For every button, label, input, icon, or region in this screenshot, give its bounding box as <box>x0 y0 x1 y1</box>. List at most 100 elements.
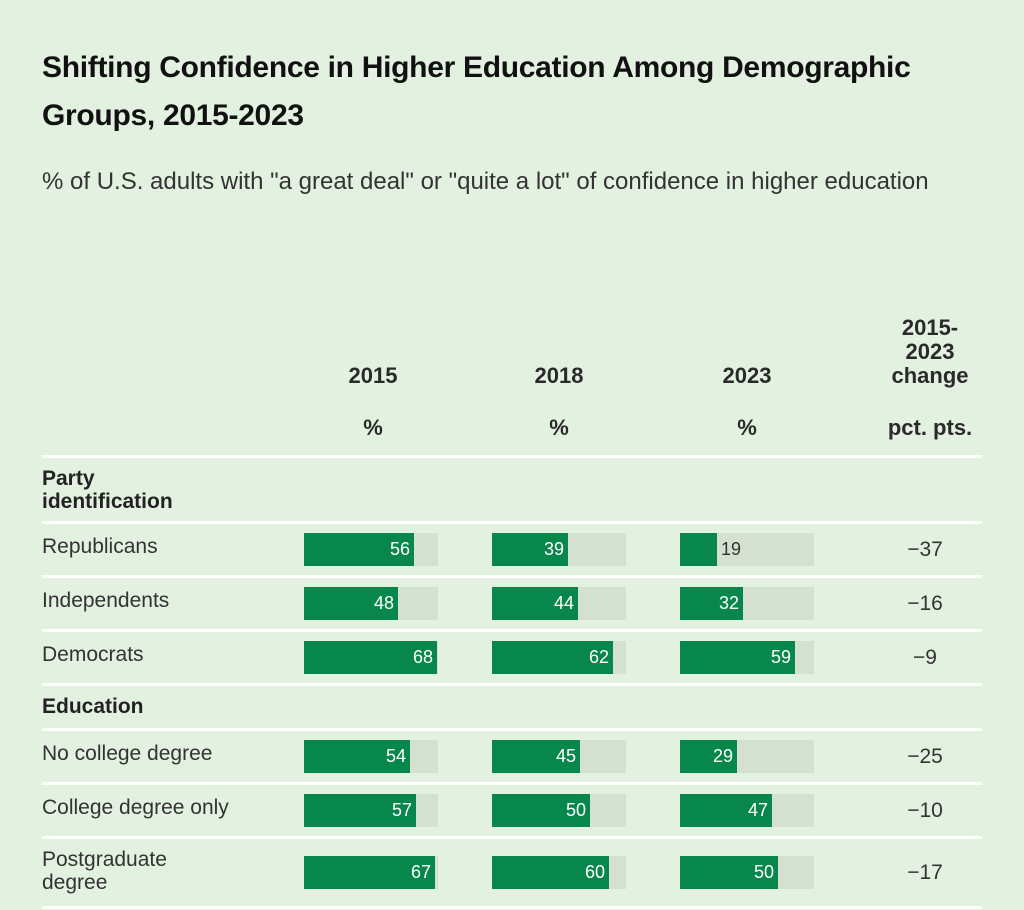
bar-track: 56 <box>304 532 438 566</box>
change-header-line: change <box>891 363 969 388</box>
bar-value-label: 19 <box>721 538 742 559</box>
bar-2015 <box>304 640 437 674</box>
bar-track: 62 <box>492 640 626 674</box>
bar-value-label: 59 <box>770 646 791 667</box>
bar-2023 <box>680 739 737 773</box>
bar-2023 <box>680 532 717 566</box>
row-label-line: degree <box>42 871 108 894</box>
row-divider <box>42 455 982 458</box>
row-divider <box>42 782 982 785</box>
row-divider <box>42 836 982 839</box>
bar-value-label: 29 <box>712 745 733 766</box>
column-header-2018: 2018 <box>534 363 584 388</box>
change-header-line: 2023 <box>905 339 955 364</box>
column-header-2023: 2023 <box>722 363 772 388</box>
row-divider <box>42 575 982 578</box>
row-divider <box>42 521 982 524</box>
change-value: −17 <box>907 860 943 884</box>
row-label: Postgraduate degree <box>42 848 167 894</box>
row-divider <box>42 683 982 686</box>
group-label-line: identification <box>42 490 173 513</box>
bar-value-label: 45 <box>555 745 576 766</box>
bar-value-label: 60 <box>584 861 605 882</box>
bar-value-label: 44 <box>553 592 574 613</box>
bar-value-label: 48 <box>373 592 394 613</box>
chart-title: Shifting Confidence in Higher Education … <box>42 51 911 132</box>
bar-value-label: 56 <box>389 538 410 559</box>
bar-value-label: 57 <box>391 799 412 820</box>
bar-2018 <box>492 793 590 827</box>
bar-2018 <box>492 739 580 773</box>
column-header-2015: 2015 <box>348 363 398 388</box>
row-label: College degree only <box>42 796 229 819</box>
bar-track: 32 <box>680 586 814 620</box>
group-label-line: Education <box>42 695 144 718</box>
bar-track: 50 <box>680 855 814 889</box>
row-label-line: Postgraduate <box>42 848 167 871</box>
column-header-change: 2015- 2023 change <box>860 316 1000 388</box>
bar-value-label: 67 <box>410 861 431 882</box>
bar-2018 <box>492 532 568 566</box>
bar-track: 45 <box>492 739 626 773</box>
bar-2018 <box>492 640 613 674</box>
bar-value-label: 68 <box>412 646 433 667</box>
bar-track: 59 <box>680 640 814 674</box>
row-label: Independents <box>42 589 169 612</box>
bar-2015 <box>304 586 398 620</box>
bar-2023 <box>680 640 795 674</box>
change-value: −25 <box>907 744 943 768</box>
group-label: Education <box>42 695 144 718</box>
column-unit-2023: % <box>737 415 757 440</box>
row-label-line: Republicans <box>42 535 158 558</box>
change-header-line: 2015- <box>901 315 959 340</box>
bar-2023 <box>680 855 778 889</box>
bar-track: 47 <box>680 793 814 827</box>
bar-2018 <box>492 586 578 620</box>
row-label-line: College degree only <box>42 796 229 819</box>
bar-track: 54 <box>304 739 438 773</box>
bar-2015 <box>304 793 416 827</box>
row-label-line: Democrats <box>42 643 144 666</box>
bar-2015 <box>304 855 435 889</box>
bar-track: 57 <box>304 793 438 827</box>
column-unit-change: pct. pts. <box>887 415 973 440</box>
row-label: Republicans <box>42 535 158 558</box>
bar-track: 19 <box>680 532 814 566</box>
row-divider <box>42 629 982 632</box>
bar-track: 68 <box>304 640 438 674</box>
bar-track: 39 <box>492 532 626 566</box>
change-value: −10 <box>907 798 943 822</box>
row-label: Democrats <box>42 643 144 666</box>
change-value: −9 <box>913 645 937 669</box>
bar-value-label: 62 <box>588 646 609 667</box>
chart-subtitle: % of U.S. adults with "a great deal" or … <box>42 168 929 195</box>
bar-value-label: 50 <box>753 861 774 882</box>
bar-2015 <box>304 532 414 566</box>
row-divider <box>42 728 982 731</box>
bar-track: 29 <box>680 739 814 773</box>
change-value: −37 <box>907 537 943 561</box>
bar-2023 <box>680 793 772 827</box>
bar-value-label: 50 <box>565 799 586 820</box>
bar-value-label: 39 <box>543 538 564 559</box>
row-divider <box>42 906 982 909</box>
row-label-line: Independents <box>42 589 170 612</box>
bar-track: 67 <box>304 855 438 889</box>
bar-track: 44 <box>492 586 626 620</box>
bar-value-label: 47 <box>747 799 768 820</box>
bar-track: 50 <box>492 793 626 827</box>
bar-track: 60 <box>492 855 626 889</box>
row-label-line: No college degree <box>42 742 213 765</box>
group-label-line: Party <box>42 467 95 490</box>
bar-value-label: 32 <box>718 592 739 613</box>
bar-2023 <box>680 586 743 620</box>
bar-value-label: 54 <box>385 745 406 766</box>
bar-2018 <box>492 855 609 889</box>
change-value: −16 <box>907 591 943 615</box>
row-label: No college degree <box>42 742 212 765</box>
column-unit-2015: % <box>363 415 383 440</box>
group-label: Party identification <box>42 467 173 513</box>
column-unit-2018: % <box>549 415 569 440</box>
bar-track: 48 <box>304 586 438 620</box>
bar-2015 <box>304 739 410 773</box>
